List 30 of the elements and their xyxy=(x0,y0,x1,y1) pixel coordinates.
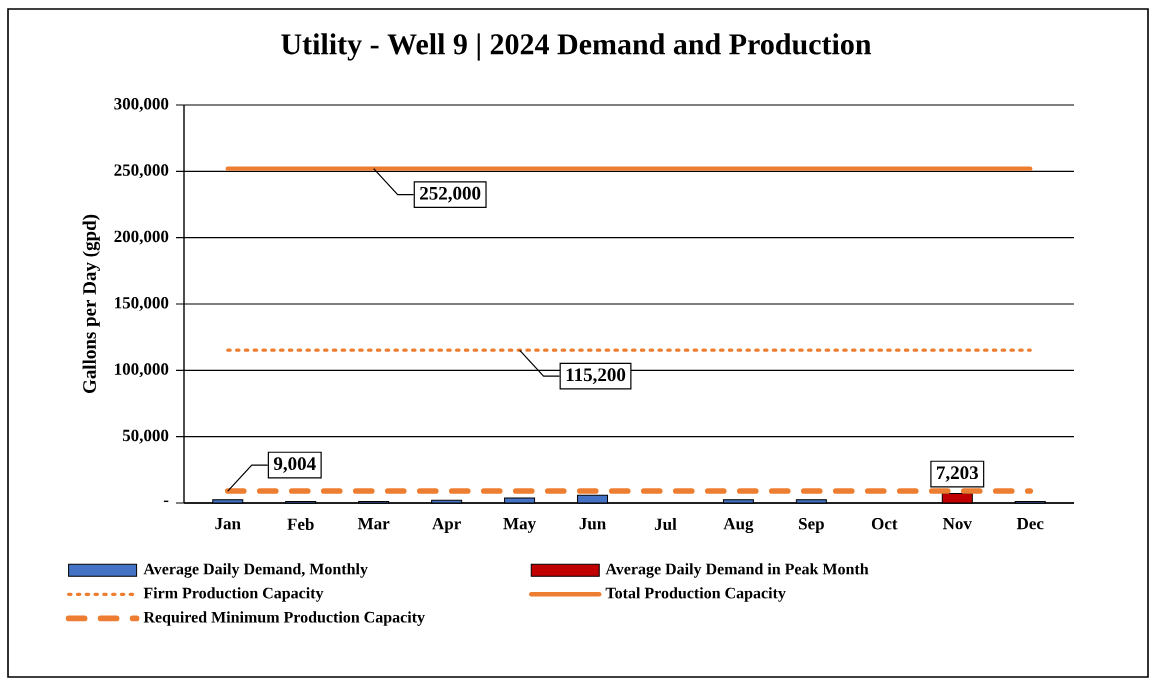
x-tick-label: May xyxy=(503,518,536,533)
y-tick-label: 100,000 xyxy=(115,363,169,378)
x-tick-label: Jan xyxy=(215,518,241,530)
x-tick-label: Aug xyxy=(723,518,754,534)
legend-label: Required Minimum Production Capacity xyxy=(143,611,425,626)
legend-label: Total Production Capacity xyxy=(605,587,786,602)
y-tick-label: 50,000 xyxy=(122,429,169,444)
legend-label: Firm Production Capacity xyxy=(143,587,324,602)
x-tick-label: Jun xyxy=(579,518,606,530)
x-tick-label: Oct xyxy=(871,518,898,530)
x-tick-label: Dec xyxy=(1016,518,1044,530)
x-tick-label: Apr xyxy=(432,518,461,533)
legend-label: Average Daily Demand, Monthly xyxy=(143,563,368,578)
y-tick-label: 300,000 xyxy=(114,98,169,112)
x-tick-label: Jul xyxy=(654,518,677,531)
data-label: 115,200 xyxy=(566,368,626,384)
y-tick-label: - xyxy=(163,500,169,503)
y-tick-label: 150,000 xyxy=(115,297,169,311)
data-label: 7,203 xyxy=(937,466,978,482)
x-tick-label: Sep xyxy=(799,518,824,533)
y-tick-label: 250,000 xyxy=(114,164,169,179)
y-axis-title: Gallons per Day (gpd) xyxy=(82,214,100,394)
x-tick-label: Feb xyxy=(287,518,314,530)
data-label: 9,004 xyxy=(273,457,316,473)
y-tick-label: 200,000 xyxy=(114,230,169,245)
chart-title: Utility - Well 9 | 2024 Demand and Production xyxy=(281,33,872,61)
x-tick-label: Mar xyxy=(357,518,390,530)
data-label: 252,000 xyxy=(420,186,481,203)
x-tick-label: Nov xyxy=(942,518,972,530)
legend-label: Average Daily Demand in Peak Month xyxy=(605,563,869,578)
